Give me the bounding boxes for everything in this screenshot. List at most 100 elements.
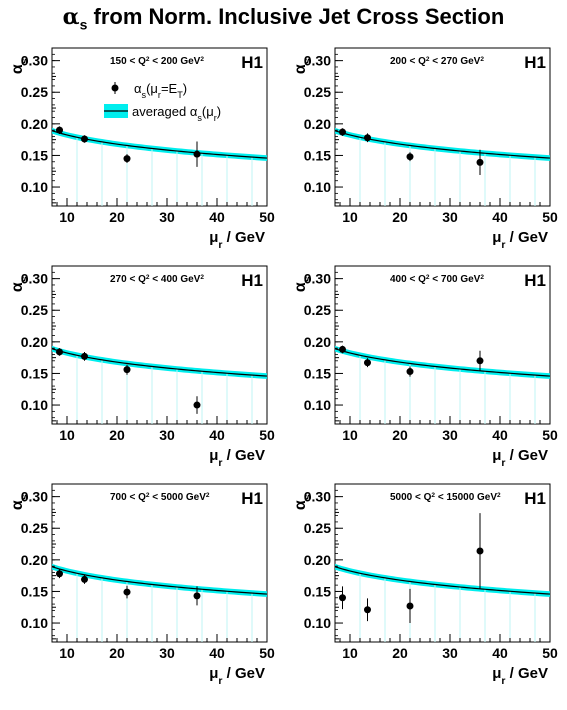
x-tick-label: 40 <box>209 427 225 443</box>
x-tick-label: 50 <box>259 209 275 225</box>
q2-range-label: 150 < Q2 < 200 GeV2 <box>110 56 204 68</box>
data-point-1 <box>56 348 63 356</box>
y-tick-label: 0.30 <box>304 489 331 505</box>
y-tick-label: 0.10 <box>304 397 331 413</box>
x-tick-label: 20 <box>109 427 125 443</box>
data-point-3 <box>406 368 414 376</box>
data-point-4 <box>193 401 201 409</box>
chart-panel-5: 0.10 0.15 0.20 0.25 0.30 10 20 30 40 50 μr / GeV αs… <box>9 483 275 687</box>
data-point-3 <box>406 602 414 610</box>
y-tick-label: 0.20 <box>21 116 48 132</box>
experiment-label: H1 <box>524 271 546 290</box>
data-point-2 <box>364 134 371 142</box>
averaged-alpha-line <box>334 348 551 377</box>
y-tick-label: 0.20 <box>304 552 331 568</box>
q2-range-label: 200 < Q2 < 270 GeV2 <box>390 56 484 68</box>
y-axis-label: αs <box>9 494 31 510</box>
x-tick-label: 20 <box>392 209 408 225</box>
data-point-1 <box>339 345 346 353</box>
x-tick-label: 40 <box>492 209 508 225</box>
chart-panel-3: 0.10 0.15 0.20 0.25 0.30 10 20 30 40 50 μr / GeV αs… <box>9 265 275 469</box>
y-tick-label: 0.15 <box>304 583 331 599</box>
y-tick-label: 0.20 <box>304 334 331 350</box>
y-tick-label: 0.25 <box>21 520 48 536</box>
q2-range-label: 700 < Q2 < 5000 GeV2 <box>110 492 210 504</box>
y-tick-label: 0.25 <box>304 302 331 318</box>
plot-frame <box>334 483 551 643</box>
y-axis-label: αs <box>292 276 314 292</box>
legend-band-label: averaged αs(μr) <box>132 104 221 123</box>
y-axis-label: αs <box>292 494 314 510</box>
x-axis-label: μr / GeV <box>492 447 548 469</box>
x-axis-label: μr / GeV <box>209 447 265 469</box>
x-tick-label: 10 <box>342 427 358 443</box>
y-axis-label: αs <box>9 276 31 292</box>
y-tick-label: 0.30 <box>304 271 331 287</box>
legend: αs(μr=ET) averaged αs(μr) <box>104 81 221 123</box>
averaged-alpha-line <box>334 566 551 595</box>
page-title: αs from Norm. Inclusive Jet Cross Sectio… <box>0 4 567 32</box>
y-axis-label: αs <box>292 58 314 74</box>
data-point-1 <box>56 570 63 578</box>
averaged-alpha-band <box>335 345 550 379</box>
data-point-1 <box>339 594 346 602</box>
data-point-4 <box>193 150 201 158</box>
x-tick-label: 50 <box>542 209 558 225</box>
y-tick-label: 0.10 <box>21 179 48 195</box>
q2-range-label: 270 < Q2 < 400 GeV2 <box>110 274 204 286</box>
plot-frame <box>51 265 268 425</box>
y-tick-label: 0.25 <box>304 520 331 536</box>
averaged-alpha-line <box>51 566 268 595</box>
y-tick-label: 0.25 <box>304 84 331 100</box>
averaged-alpha-band <box>52 563 267 597</box>
x-tick-label: 20 <box>109 645 125 661</box>
data-point-1 <box>339 128 346 136</box>
x-tick-label: 10 <box>59 427 75 443</box>
x-axis-label: μr / GeV <box>492 665 548 687</box>
y-tick-label: 0.30 <box>21 53 48 69</box>
q2-range-label: 400 < Q2 < 700 GeV2 <box>390 274 484 286</box>
x-tick-label: 40 <box>492 427 508 443</box>
y-tick-label: 0.15 <box>21 365 48 381</box>
y-tick-label: 0.30 <box>21 489 48 505</box>
y-tick-label: 0.30 <box>304 53 331 69</box>
x-tick-label: 40 <box>209 645 225 661</box>
experiment-label: H1 <box>524 53 546 72</box>
averaged-alpha-band <box>52 345 267 379</box>
y-tick-label: 0.15 <box>304 147 331 163</box>
x-tick-label: 30 <box>159 645 175 661</box>
x-tick-label: 20 <box>109 209 125 225</box>
experiment-label: H1 <box>241 53 263 72</box>
averaged-alpha-band <box>335 127 550 161</box>
averaged-alpha-line <box>334 130 551 159</box>
experiment-label: H1 <box>241 271 263 290</box>
x-tick-label: 10 <box>59 645 75 661</box>
x-tick-label: 30 <box>442 427 458 443</box>
plot-frame <box>334 265 551 425</box>
plot-frame <box>51 483 268 643</box>
x-tick-label: 30 <box>159 427 175 443</box>
data-point-4 <box>193 592 201 600</box>
chart-panel-4: 0.10 0.15 0.20 0.25 0.30 10 20 30 40 50 μr / GeV αs… <box>292 265 558 469</box>
y-tick-label: 0.15 <box>304 365 331 381</box>
title-alpha: α <box>62 4 80 30</box>
x-tick-label: 20 <box>392 645 408 661</box>
experiment-label: H1 <box>524 489 546 508</box>
data-point-4 <box>476 547 484 555</box>
data-point-3 <box>123 588 131 596</box>
y-tick-label: 0.10 <box>304 615 331 631</box>
x-tick-label: 40 <box>492 645 508 661</box>
y-tick-label: 0.20 <box>21 334 48 350</box>
q2-range-label: 5000 < Q2 < 15000 GeV2 <box>390 492 501 504</box>
x-tick-label: 30 <box>442 209 458 225</box>
experiment-label: H1 <box>241 489 263 508</box>
y-tick-label: 0.20 <box>21 552 48 568</box>
legend-points-label: αs(μr=ET) <box>134 81 187 100</box>
title-subscript: s <box>79 16 88 33</box>
x-tick-label: 50 <box>259 645 275 661</box>
data-point-3 <box>123 155 131 163</box>
data-point-4 <box>476 158 484 166</box>
y-tick-label: 0.15 <box>21 583 48 599</box>
y-tick-label: 0.25 <box>21 84 48 100</box>
x-tick-label: 10 <box>342 645 358 661</box>
